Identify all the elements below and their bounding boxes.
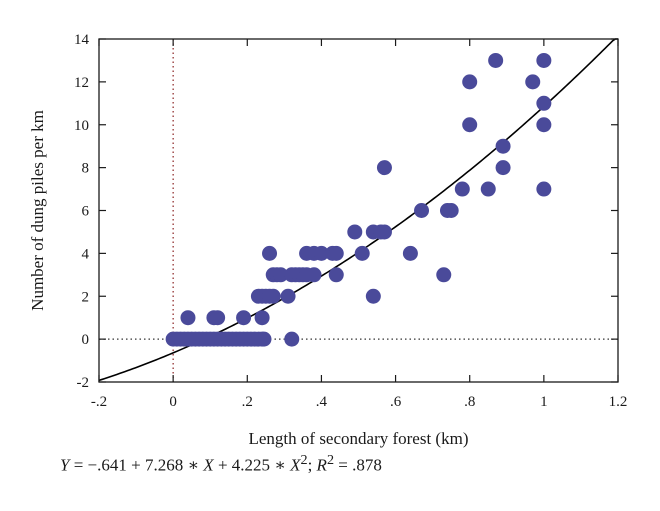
data-point [536, 95, 552, 111]
data-point [462, 74, 478, 90]
data-point [495, 138, 511, 154]
data-point [280, 288, 296, 304]
data-point [443, 203, 459, 218]
data-point [256, 331, 272, 347]
equation-y-var: Y [60, 455, 70, 475]
data-point [376, 160, 392, 176]
reference-lines [99, 39, 618, 382]
x-tick-label: 1 [540, 394, 548, 410]
data-point [347, 224, 363, 240]
data-point [306, 267, 322, 283]
data-point [462, 117, 478, 133]
data-point [284, 331, 300, 347]
equation-quadratic-term: + 4.225 ∗ [213, 455, 291, 475]
data-point [236, 310, 252, 326]
x-axis-title: Length of secondary forest (km) [249, 429, 469, 448]
data-point [328, 245, 344, 261]
x-tick-label: .8 [464, 394, 475, 410]
x-tick-label: .4 [316, 394, 328, 410]
equation-separator: ; [307, 455, 317, 475]
data-point [525, 74, 541, 90]
data-point [273, 267, 289, 283]
fit-curve-layer [98, 38, 618, 382]
x-tick-label: .6 [390, 394, 402, 410]
y-axis-title: Number of dung piles per km [28, 110, 47, 311]
data-point [365, 288, 381, 304]
plot-frame [98, 38, 619, 383]
data-point [536, 181, 552, 197]
fit-curve [98, 38, 618, 382]
x-tick-label: 1.2 [609, 394, 628, 410]
data-points [165, 52, 552, 347]
y-tick-label: 12 [74, 75, 89, 91]
data-point [480, 181, 496, 197]
equation-intercept-term: = −.641 + 7.268 ∗ [69, 455, 204, 475]
data-point [376, 224, 392, 240]
y-tick-label: 8 [82, 161, 90, 177]
data-point [328, 267, 344, 283]
regression-equation: Y = −.641 + 7.268 ∗ X + 4.225 ∗ X2; R2 =… [60, 452, 382, 476]
data-point [488, 52, 504, 68]
y-axis: -2 0 2 4 6 8 10 12 14 [74, 32, 618, 391]
scatter-chart: -.2 0 .2 .4 .6 .8 1 1.2 -2 0 2 4 6 8 10 12 14 Length of… [28, 32, 628, 448]
data-point [265, 288, 281, 304]
data-point [313, 245, 329, 261]
equation-r-exponent: 2 [326, 452, 335, 468]
x-axis: -.2 0 .2 .4 .6 .8 1 1.2 [91, 39, 628, 410]
y-tick-label: 0 [82, 332, 90, 348]
equation-r-value: = .878 [334, 455, 382, 475]
data-point [354, 245, 370, 261]
data-point [210, 310, 226, 326]
data-point [414, 203, 430, 218]
y-tick-label: -2 [77, 375, 90, 391]
data-point [536, 52, 552, 68]
data-point [436, 267, 452, 283]
x-tick-label: 0 [169, 394, 177, 410]
data-point [536, 117, 552, 133]
x-tick-label: .2 [242, 394, 253, 410]
y-tick-label: 10 [74, 118, 89, 134]
data-point [454, 181, 470, 197]
y-tick-label: 6 [82, 204, 90, 220]
data-point [402, 245, 418, 261]
equation-x-var: X [203, 455, 214, 475]
equation-x2-var: X [290, 455, 301, 475]
x-tick-label: -.2 [91, 394, 107, 410]
y-tick-label: 14 [74, 32, 90, 48]
data-point [254, 310, 270, 326]
data-point [495, 160, 511, 176]
y-tick-label: 2 [82, 289, 90, 305]
y-tick-label: 4 [82, 246, 90, 262]
equation-r-var: R [316, 455, 327, 475]
data-point [180, 310, 196, 326]
data-point [262, 245, 278, 261]
equation-x2-exponent: 2 [300, 452, 308, 468]
